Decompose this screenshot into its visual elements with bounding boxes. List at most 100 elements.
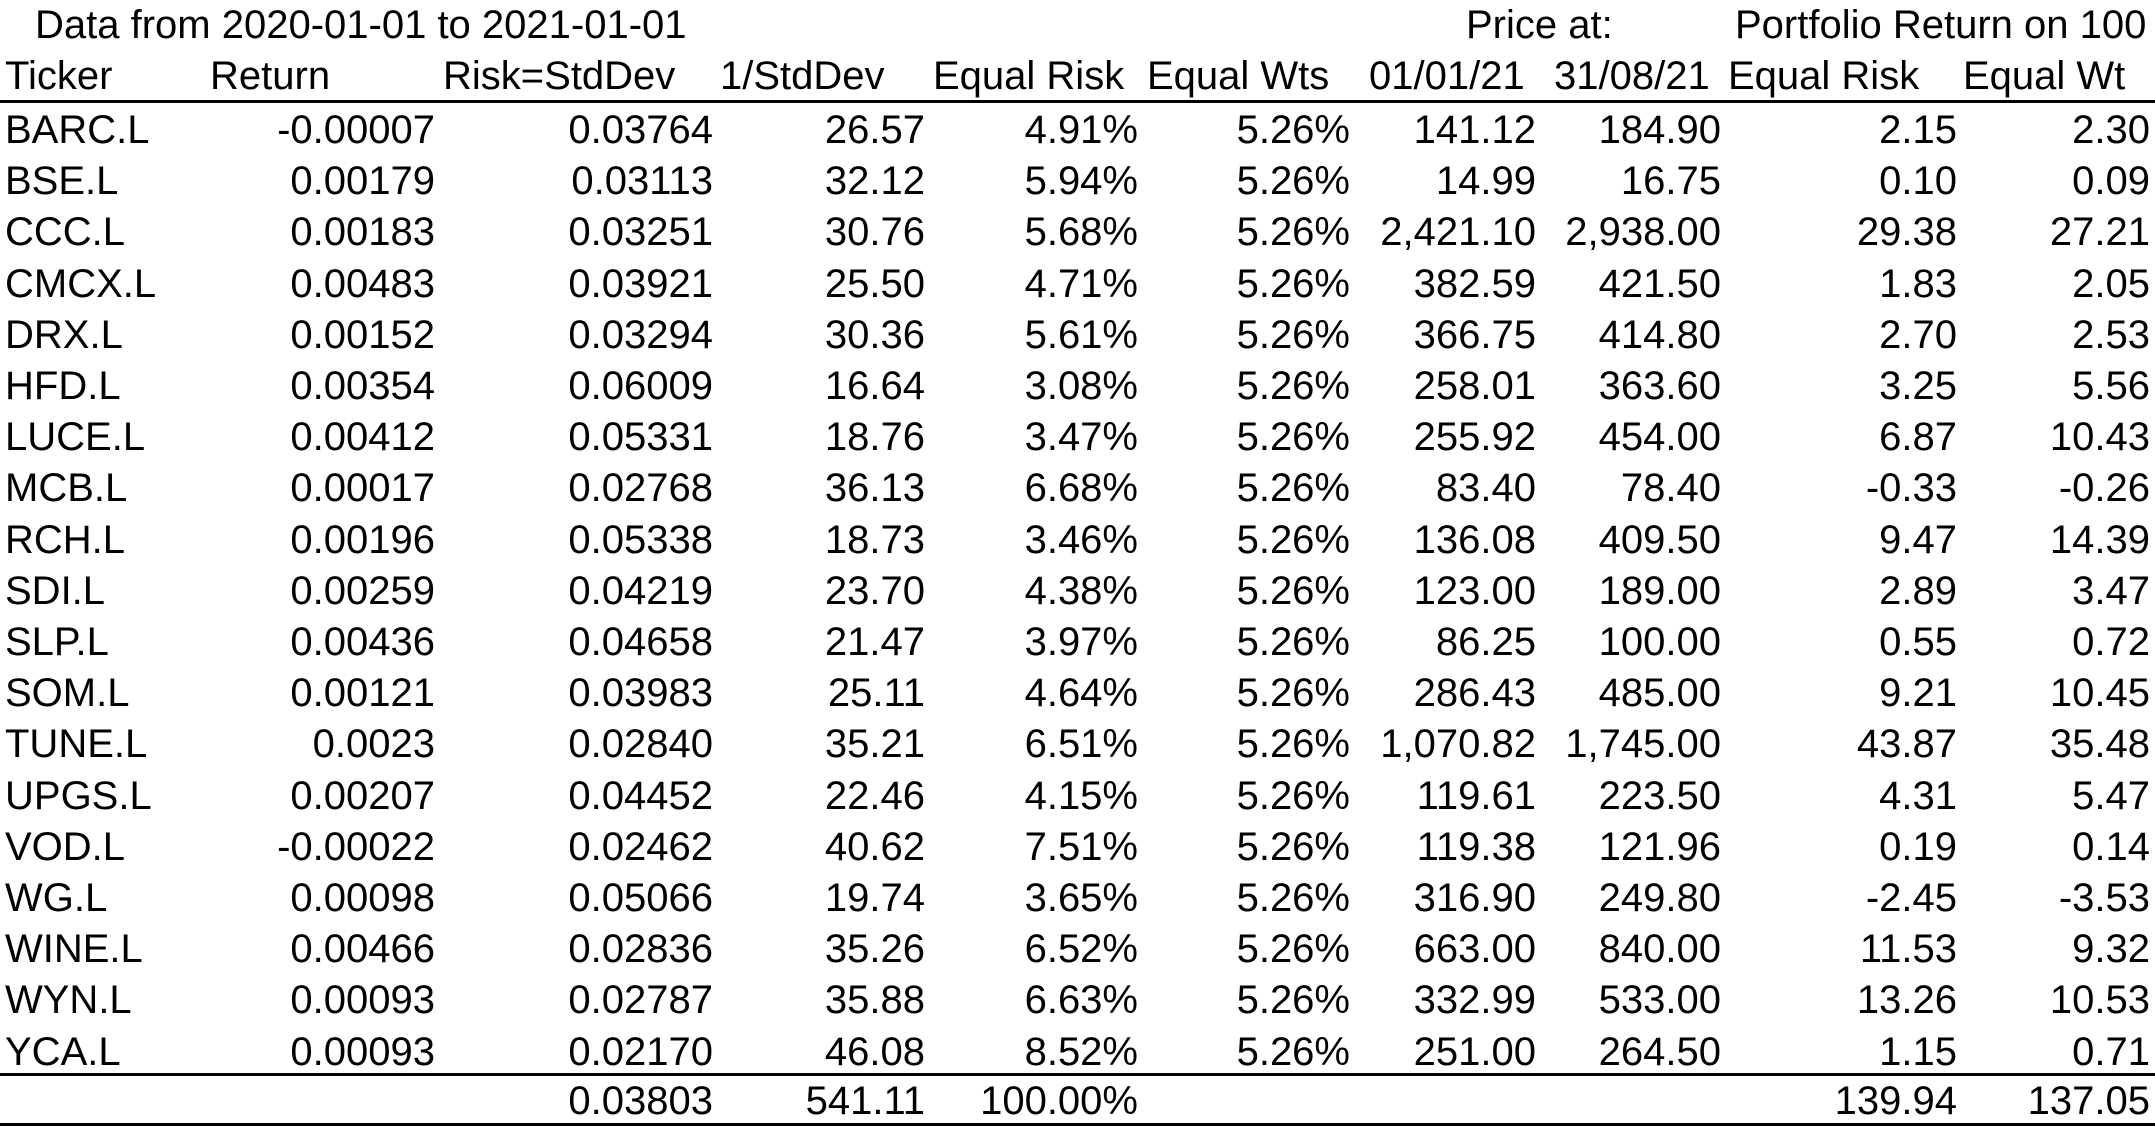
cell-equal-weight: 5.26% xyxy=(1236,1029,1350,1074)
cell-risk-stddev: 0.05331 xyxy=(568,415,713,460)
data-range-caption: Data from 2020-01-01 to 2021-01-01 xyxy=(35,3,687,47)
cell-price-start: 14.99 xyxy=(1435,159,1536,204)
cell-return: 0.00093 xyxy=(290,978,435,1023)
cell-risk-stddev: 0.04658 xyxy=(568,620,713,664)
cell-price-start: 382.59 xyxy=(1413,261,1536,306)
cell-return-equal-risk: 1.15 xyxy=(1879,1029,1957,1074)
cell-equal-weight: 5.26% xyxy=(1236,876,1350,920)
cell-return-equal-wt: 10.45 xyxy=(2049,671,2150,716)
cell-return: 0.00354 xyxy=(290,364,435,408)
cell-equal-risk-weight: 3.46% xyxy=(1024,517,1138,562)
cell-price-start: 332.99 xyxy=(1413,978,1536,1023)
cell-return-equal-wt: 9.32 xyxy=(2072,927,2150,972)
cell-equal-weight: 5.26% xyxy=(1236,159,1350,204)
cell-ticker: HFD.L xyxy=(5,364,121,408)
cell-equal-weight: 5.26% xyxy=(1236,824,1350,869)
cell-equal-weight: 5.26% xyxy=(1236,927,1350,972)
cell-equal-weight: 5.26% xyxy=(1236,210,1350,255)
cell-price-start: 136.08 xyxy=(1413,517,1536,562)
cell-return-equal-wt: -3.53 xyxy=(2058,876,2150,920)
cell-price-start: 119.38 xyxy=(1416,824,1536,869)
cell-ticker: SOM.L xyxy=(5,671,130,716)
cell-price-end: 1,745.00 xyxy=(1565,722,1721,767)
column-header-return: Return xyxy=(210,54,331,98)
cell-ticker: SDI.L xyxy=(5,568,106,613)
cell-return: 0.00183 xyxy=(290,210,435,255)
cell-ticker: SLP.L xyxy=(5,620,109,664)
cell-return-equal-risk: -0.33 xyxy=(1865,466,1957,511)
cell-inv-stddev: 25.50 xyxy=(824,261,925,306)
cell-ticker: BARC.L xyxy=(5,108,150,152)
cell-price-end: 249.80 xyxy=(1598,876,1721,920)
cell-inv-stddev: 40.62 xyxy=(824,824,925,869)
cell-price-start: 119.61 xyxy=(1416,773,1536,818)
cell-risk-stddev: 0.03294 xyxy=(568,312,713,357)
total-inv-stddev: 541.11 xyxy=(805,1079,925,1123)
cell-equal-weight: 5.26% xyxy=(1236,312,1350,357)
cell-equal-risk-weight: 4.38% xyxy=(1024,568,1138,613)
cell-equal-risk-weight: 4.91% xyxy=(1024,108,1138,152)
cell-return-equal-risk: 43.87 xyxy=(1856,722,1957,767)
cell-risk-stddev: 0.02462 xyxy=(568,824,713,869)
cell-equal-risk-weight: 3.08% xyxy=(1024,364,1138,408)
cell-risk-stddev: 0.03921 xyxy=(568,261,713,306)
cell-equal-weight: 5.26% xyxy=(1236,671,1350,716)
cell-price-start: 83.40 xyxy=(1435,466,1536,511)
cell-price-end: 409.50 xyxy=(1598,517,1721,562)
cell-equal-risk-weight: 3.65% xyxy=(1024,876,1138,920)
cell-return-equal-wt: 0.14 xyxy=(2072,824,2150,869)
cell-risk-stddev: 0.05066 xyxy=(568,876,713,920)
cell-price-end: 264.50 xyxy=(1598,1029,1721,1074)
cell-price-end: 533.00 xyxy=(1598,978,1721,1023)
cell-price-start: 316.90 xyxy=(1413,876,1536,920)
total-return-equal-wt: 137.05 xyxy=(2027,1079,2150,1123)
cell-inv-stddev: 21.47 xyxy=(824,620,925,664)
cell-price-end: 78.40 xyxy=(1620,466,1721,511)
cell-price-end: 189.00 xyxy=(1598,568,1721,613)
cell-risk-stddev: 0.03764 xyxy=(568,108,713,152)
cell-inv-stddev: 35.21 xyxy=(824,722,925,767)
total-return-equal-risk: 139.94 xyxy=(1834,1079,1957,1123)
column-header-return-equal-wt: Equal Wt xyxy=(1963,54,2126,98)
column-header-equal-risk-weight: Equal Risk xyxy=(933,54,1125,98)
cell-return-equal-wt: 14.39 xyxy=(2049,517,2150,562)
cell-risk-stddev: 0.04219 xyxy=(568,568,713,613)
cell-return: -0.00022 xyxy=(277,824,435,869)
column-header-price-end: 31/08/21 xyxy=(1554,54,1710,98)
cell-return-equal-wt: 2.30 xyxy=(2072,108,2150,152)
cell-ticker: WINE.L xyxy=(5,927,143,972)
totals-rule-bottom xyxy=(0,1123,2155,1126)
cell-price-start: 1,070.82 xyxy=(1380,722,1536,767)
cell-return-equal-risk: 9.47 xyxy=(1879,517,1957,562)
cell-risk-stddev: 0.04452 xyxy=(568,773,713,818)
cell-risk-stddev: 0.02836 xyxy=(568,927,713,972)
cell-risk-stddev: 0.06009 xyxy=(568,364,713,408)
cell-equal-risk-weight: 5.68% xyxy=(1024,210,1138,255)
cell-ticker: DRX.L xyxy=(5,312,123,357)
cell-return-equal-wt: 27.21 xyxy=(2049,210,2150,255)
cell-ticker: RCH.L xyxy=(5,517,126,562)
cell-risk-stddev: 0.02768 xyxy=(568,466,713,511)
cell-ticker: WG.L xyxy=(5,876,108,920)
cell-return-equal-risk: 3.25 xyxy=(1879,364,1957,408)
cell-return-equal-risk: 29.38 xyxy=(1856,210,1957,255)
cell-return-equal-wt: 35.48 xyxy=(2049,722,2150,767)
cell-equal-weight: 5.26% xyxy=(1236,620,1350,664)
cell-price-start: 86.25 xyxy=(1435,620,1536,664)
cell-return: 0.00152 xyxy=(290,312,435,357)
cell-return-equal-risk: 1.83 xyxy=(1879,261,1957,306)
totals-rule-top xyxy=(0,1073,2155,1076)
cell-inv-stddev: 18.76 xyxy=(824,415,925,460)
cell-return-equal-wt: 5.56 xyxy=(2072,364,2150,408)
total-risk-stddev: 0.03803 xyxy=(568,1079,713,1123)
cell-return: 0.00412 xyxy=(290,415,435,460)
cell-price-start: 141.12 xyxy=(1413,108,1536,152)
portfolio-return-caption: Portfolio Return on 100 xyxy=(1735,3,2147,47)
cell-equal-weight: 5.26% xyxy=(1236,364,1350,408)
cell-return-equal-wt: -0.26 xyxy=(2058,466,2150,511)
cell-equal-risk-weight: 3.47% xyxy=(1024,415,1138,460)
cell-inv-stddev: 19.74 xyxy=(824,876,925,920)
cell-return: 0.00466 xyxy=(290,927,435,972)
cell-risk-stddev: 0.02787 xyxy=(568,978,713,1023)
cell-price-end: 100.00 xyxy=(1598,620,1721,664)
